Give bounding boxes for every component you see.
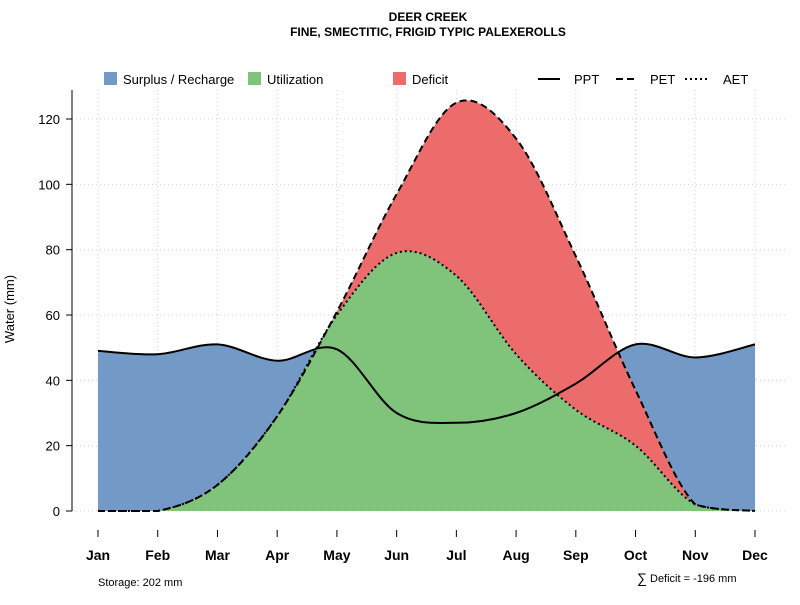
x-tick-label-jul: Jul	[446, 547, 466, 563]
x-tick-label-aug: Aug	[502, 547, 529, 563]
y-tick-label: 0	[53, 504, 60, 519]
y-tick-label: 60	[46, 308, 60, 323]
chart-subtitle: FINE, SMECTITIC, FRIGID TYPIC PALEXEROLL…	[290, 25, 566, 39]
areas	[98, 100, 755, 512]
x-tick-label-feb: Feb	[145, 547, 170, 563]
x-tick-label-may: May	[323, 547, 350, 563]
lines	[97, 99, 756, 512]
y-tick-label: 20	[46, 439, 60, 454]
deficit-annotation: Deficit = -196 mm	[650, 573, 737, 585]
legend-swatch-surplus	[104, 72, 117, 85]
y-tick-label: 80	[46, 243, 60, 258]
x-tick-label-apr: Apr	[265, 547, 290, 563]
legend: Surplus / Recharge Utilization Deficit P…	[104, 72, 748, 87]
x-tick-label-oct: Oct	[624, 547, 648, 563]
y-tick-label: 100	[38, 177, 60, 192]
legend-label-pet: PET	[650, 72, 675, 87]
y-axis-label: Water (mm)	[2, 275, 17, 343]
x-tick-label-jun: Jun	[384, 547, 409, 563]
y-tick-label: 40	[46, 373, 60, 388]
x-tick-label-jan: Jan	[86, 547, 110, 563]
legend-label-utilization: Utilization	[267, 72, 323, 87]
ppt-line	[97, 342, 756, 424]
legend-label-aet: AET	[723, 72, 748, 87]
aet-line	[98, 250, 756, 512]
legend-label-ppt: PPT	[574, 72, 599, 87]
utilization-area	[98, 251, 755, 511]
legend-label-deficit: Deficit	[412, 72, 449, 87]
x-tick-label-dec: Dec	[742, 547, 768, 563]
storage-annotation: Storage: 202 mm	[98, 577, 182, 589]
y-tick-label: 120	[38, 112, 60, 127]
x-tick-label-mar: Mar	[205, 547, 230, 563]
x-tick-label-nov: Nov	[682, 547, 709, 563]
legend-label-surplus: Surplus / Recharge	[123, 72, 234, 87]
legend-swatch-utilization	[248, 72, 261, 85]
chart-title: DEER CREEK	[389, 10, 468, 24]
x-tick-label-sep: Sep	[563, 547, 589, 563]
sigma-icon: ∑	[637, 570, 647, 586]
pet-line	[98, 99, 756, 512]
legend-swatch-deficit	[393, 72, 406, 85]
x-ticks: Jan Feb Mar Apr May Jun Jul Aug Sep Oct Nov Dec	[86, 530, 768, 563]
y-ticks: 0 20 40 60 80 100 120	[38, 112, 72, 519]
